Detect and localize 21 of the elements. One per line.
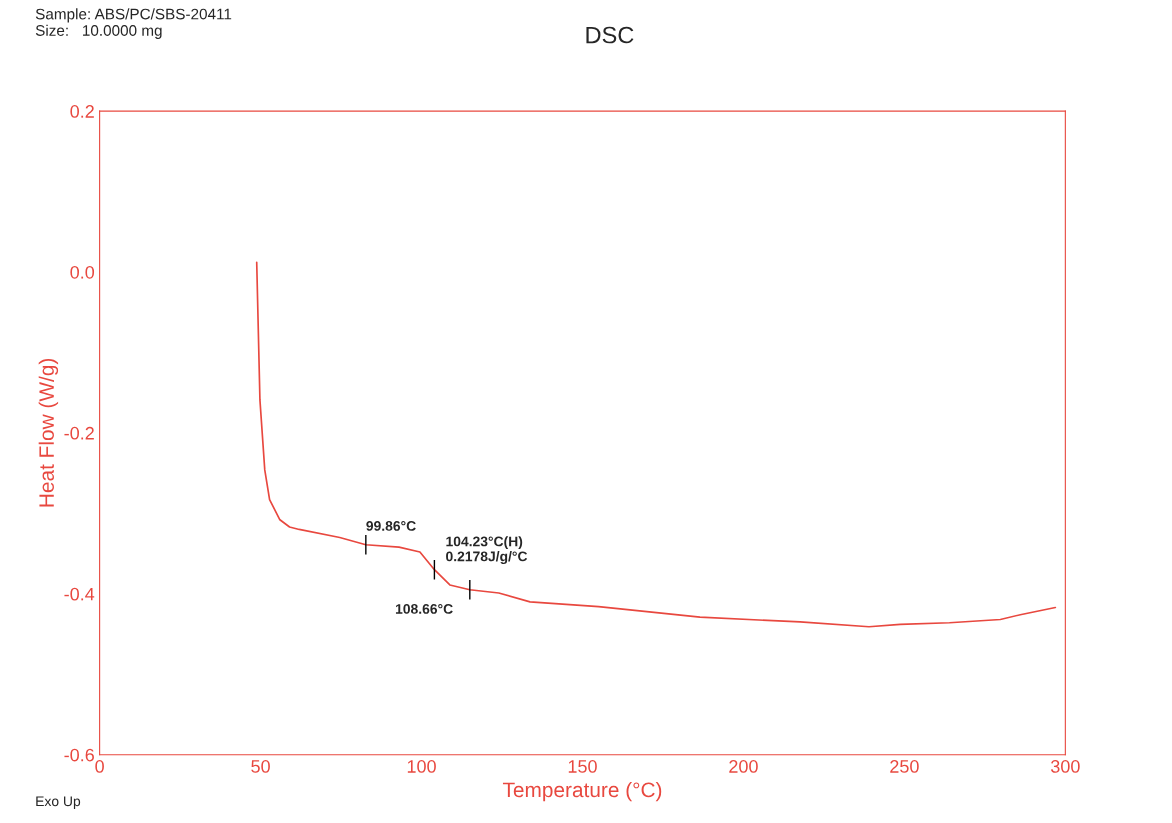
x-axis-title: Temperature (°C) — [502, 781, 662, 802]
x-tick-label: 150 — [568, 760, 597, 773]
annotation: 99.86°C — [366, 521, 416, 531]
x-tick-label: 50 — [251, 760, 270, 773]
y-tick-label: -0.2 — [64, 426, 94, 440]
annotation: 104.23°C(H) 0.2178J/g/°C — [446, 536, 528, 565]
x-tick-label: 300 — [1050, 760, 1080, 773]
text: Sample: ABS/PC/SBS-20411 Size: 10.0000 mg — [35, 8, 232, 39]
line-series — [255, 261, 1057, 628]
x-tick-label: 250 — [890, 760, 919, 773]
annotation: 108.66°C — [395, 604, 453, 614]
y-tick-label: -0.4 — [64, 587, 95, 601]
y-tick-label: 0.2 — [70, 105, 94, 118]
x-tick-label: 0 — [95, 760, 104, 773]
chart-title: DSC — [586, 26, 634, 44]
y-tick-label: -0.6 — [64, 748, 94, 762]
x-tick-label: 100 — [407, 760, 436, 773]
y-tick-label: 0.0 — [70, 265, 95, 279]
text: Exo Up — [36, 796, 81, 809]
x-tick-label: 200 — [729, 760, 758, 773]
y-axis-title: Heat Flow (W/g) — [38, 358, 59, 507]
